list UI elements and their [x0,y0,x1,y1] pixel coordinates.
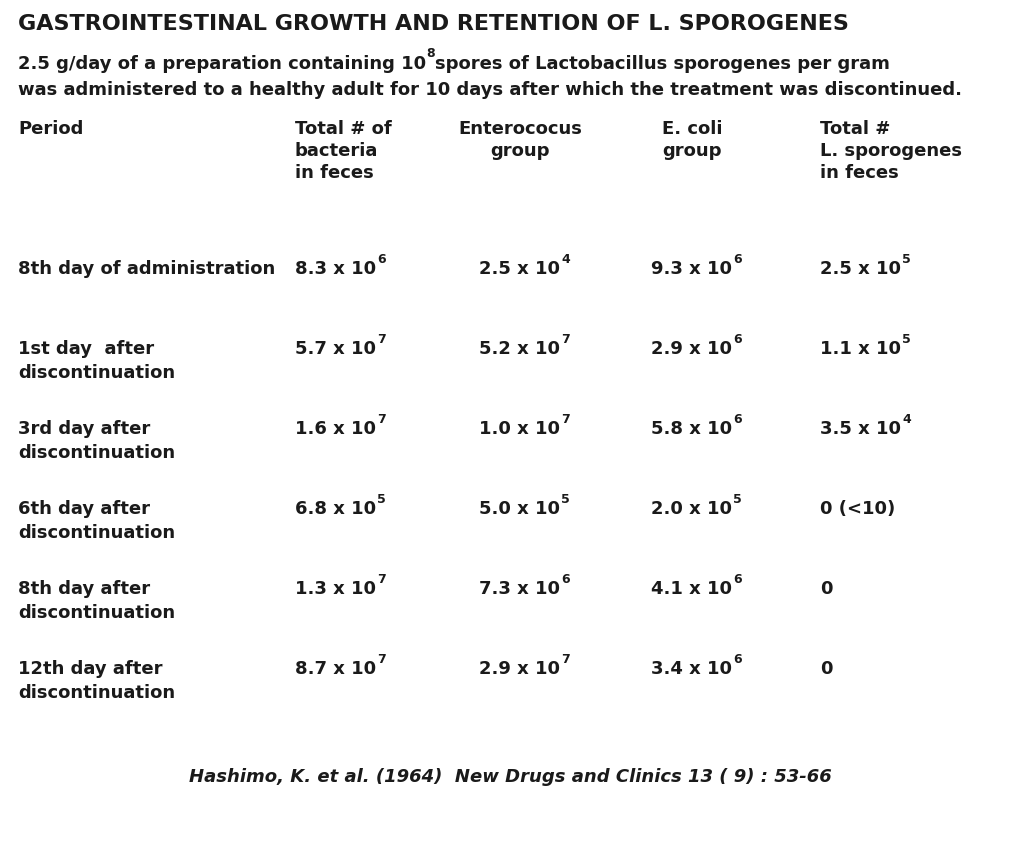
Text: 8.3 x 10: 8.3 x 10 [294,260,376,278]
Text: discontinuation: discontinuation [18,524,175,542]
Text: 4: 4 [561,253,571,266]
Text: was administered to a healthy adult for 10 days after which the treatment was di: was administered to a healthy adult for … [18,81,962,99]
Text: Total # of: Total # of [294,120,391,138]
Text: 5: 5 [902,253,911,266]
Text: 4: 4 [902,413,911,426]
Text: 6: 6 [734,573,742,586]
Text: 7: 7 [561,413,571,426]
Text: 3.4 x 10: 3.4 x 10 [651,660,733,678]
Text: 7: 7 [377,413,386,426]
Text: 7.3 x 10: 7.3 x 10 [480,580,560,598]
Text: 5.2 x 10: 5.2 x 10 [480,340,560,358]
Text: Period: Period [18,120,84,138]
Text: 5: 5 [377,493,386,506]
Text: GASTROINTESTINAL GROWTH AND RETENTION OF L. SPOROGENES: GASTROINTESTINAL GROWTH AND RETENTION OF… [18,14,849,34]
Text: Total #: Total # [820,120,891,138]
Text: 5.7 x 10: 5.7 x 10 [294,340,376,358]
Text: 1.3 x 10: 1.3 x 10 [294,580,376,598]
Text: L. sporogenes: L. sporogenes [820,142,962,160]
Text: 1.0 x 10: 1.0 x 10 [480,420,560,438]
Text: 0: 0 [820,580,833,598]
Text: spores of Lactobacillus sporogenes per gram: spores of Lactobacillus sporogenes per g… [435,55,890,73]
Text: 1.1 x 10: 1.1 x 10 [820,340,901,358]
Text: 3.5 x 10: 3.5 x 10 [820,420,901,438]
Text: 7: 7 [377,653,386,666]
Text: in feces: in feces [294,164,374,182]
Text: 0: 0 [820,660,833,678]
Text: 6th day after: 6th day after [18,500,150,518]
Text: 5.0 x 10: 5.0 x 10 [480,500,560,518]
Text: group: group [662,142,721,160]
Text: 5: 5 [734,493,742,506]
Text: 7: 7 [377,333,386,346]
Text: 2.9 x 10: 2.9 x 10 [651,340,733,358]
Text: 1st day  after: 1st day after [18,340,154,358]
Text: 12th day after: 12th day after [18,660,162,678]
Text: 6: 6 [734,653,742,666]
Text: discontinuation: discontinuation [18,364,175,382]
Text: discontinuation: discontinuation [18,684,175,702]
Text: 3rd day after: 3rd day after [18,420,150,438]
Text: 2.9 x 10: 2.9 x 10 [480,660,560,678]
Text: Enterococus: Enterococus [459,120,582,138]
Text: 5: 5 [561,493,571,506]
Text: 7: 7 [561,333,571,346]
Text: 6: 6 [734,333,742,346]
Text: 4.1 x 10: 4.1 x 10 [651,580,733,598]
Text: 2.5 g/day of a preparation containing 10: 2.5 g/day of a preparation containing 10 [18,55,426,73]
Text: 5: 5 [902,333,911,346]
Text: 0 (<10): 0 (<10) [820,500,896,518]
Text: E. coli: E. coli [661,120,722,138]
Text: 6: 6 [734,253,742,266]
Text: 7: 7 [561,653,571,666]
Text: 8: 8 [426,47,435,60]
Text: 5.8 x 10: 5.8 x 10 [651,420,733,438]
Text: 8th day of administration: 8th day of administration [18,260,275,278]
Text: 2.0 x 10: 2.0 x 10 [651,500,733,518]
Text: 6: 6 [734,413,742,426]
Text: Hashimo, K. et al. (1964)  New Drugs and Clinics 13 ( 9) : 53-66: Hashimo, K. et al. (1964) New Drugs and … [189,768,832,786]
Text: 1.6 x 10: 1.6 x 10 [294,420,376,438]
Text: 6.8 x 10: 6.8 x 10 [294,500,376,518]
Text: 8th day after: 8th day after [18,580,150,598]
Text: 6: 6 [377,253,386,266]
Text: 2.5 x 10: 2.5 x 10 [480,260,560,278]
Text: 8.7 x 10: 8.7 x 10 [294,660,376,678]
Text: 6: 6 [561,573,570,586]
Text: group: group [490,142,549,160]
Text: discontinuation: discontinuation [18,604,175,622]
Text: discontinuation: discontinuation [18,444,175,462]
Text: 9.3 x 10: 9.3 x 10 [651,260,733,278]
Text: in feces: in feces [820,164,899,182]
Text: 2.5 x 10: 2.5 x 10 [820,260,901,278]
Text: bacteria: bacteria [294,142,378,160]
Text: 7: 7 [377,573,386,586]
